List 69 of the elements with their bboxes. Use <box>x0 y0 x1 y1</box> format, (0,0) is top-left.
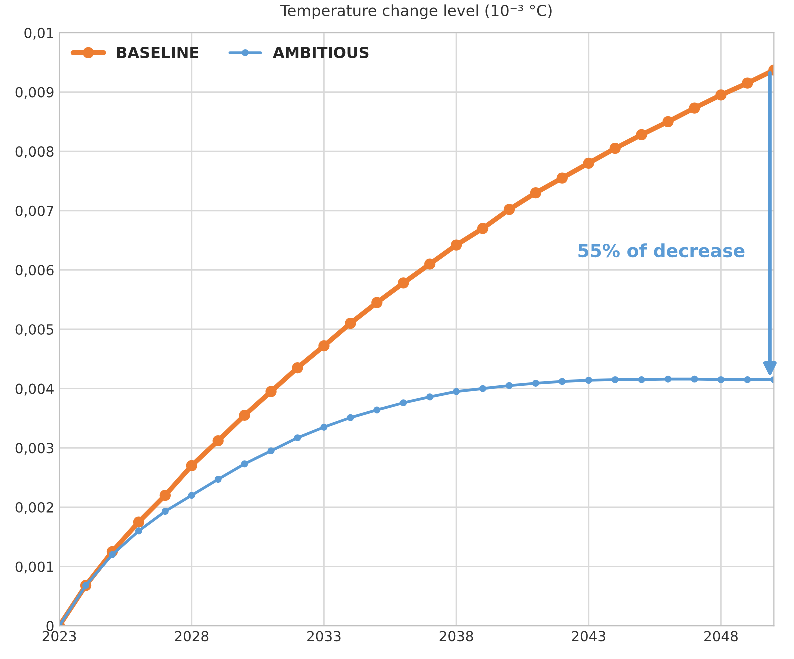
point <box>372 297 383 308</box>
point <box>664 376 672 383</box>
point <box>400 400 408 407</box>
point <box>718 376 725 384</box>
legend-label: AMBITIOUS <box>273 46 369 59</box>
point <box>424 258 436 270</box>
point <box>347 414 354 422</box>
point <box>532 380 540 387</box>
point <box>450 240 462 251</box>
y-tick-label: 0,003 <box>16 443 54 456</box>
x-tick-label: 2043 <box>572 631 606 642</box>
point <box>689 102 700 114</box>
y-tick-label: 0,004 <box>16 384 54 396</box>
point <box>742 78 754 89</box>
point <box>426 394 434 401</box>
y-tick-label: 0,005 <box>16 324 54 336</box>
point <box>292 362 304 374</box>
point <box>716 90 727 101</box>
point <box>345 318 356 330</box>
point <box>662 116 674 128</box>
point <box>135 528 142 535</box>
point <box>583 158 594 169</box>
x-tick-label: 2048 <box>704 631 738 642</box>
point <box>160 490 171 502</box>
point <box>398 278 410 289</box>
point <box>374 406 381 414</box>
y-tick-label: 0,001 <box>16 562 54 574</box>
x-tick-label: 2038 <box>440 631 474 642</box>
point <box>186 460 198 472</box>
annotation: 55% of decrease <box>578 244 745 258</box>
point <box>268 448 275 455</box>
point <box>638 376 646 384</box>
point <box>188 492 196 500</box>
point <box>744 376 752 384</box>
point <box>504 204 516 216</box>
y-tick-label: 0,009 <box>16 87 54 100</box>
point <box>241 460 248 468</box>
point <box>133 516 145 528</box>
point <box>480 385 486 392</box>
point <box>610 143 621 154</box>
x-tick-label: 2023 <box>42 631 76 642</box>
point <box>691 376 698 383</box>
point <box>585 377 592 384</box>
point <box>214 476 222 484</box>
chart-title: Temperature change level (10⁻³ °C) <box>280 4 552 20</box>
y-tick-label: 0,007 <box>16 206 54 218</box>
point <box>477 223 489 234</box>
point <box>506 382 513 390</box>
point <box>556 172 568 184</box>
point <box>212 435 224 447</box>
y-tick-label: 0,002 <box>16 502 54 514</box>
point <box>636 129 648 141</box>
point <box>239 410 250 422</box>
x-tick-label: 2033 <box>308 631 341 642</box>
point <box>320 424 328 431</box>
y-tick-label: 0,006 <box>16 265 54 278</box>
x-tick-label: 2028 <box>175 631 209 642</box>
y-tick-label: 0,01 <box>24 28 54 40</box>
point <box>162 508 169 516</box>
point <box>266 386 277 398</box>
point <box>558 378 566 386</box>
y-tick-label: 0 <box>46 621 54 632</box>
point <box>530 188 542 199</box>
point <box>612 376 619 384</box>
y-tick-label: 0,008 <box>16 146 54 158</box>
legend-label: BASELINE <box>117 46 199 59</box>
point <box>453 388 460 396</box>
point <box>318 340 330 352</box>
point <box>294 434 302 442</box>
